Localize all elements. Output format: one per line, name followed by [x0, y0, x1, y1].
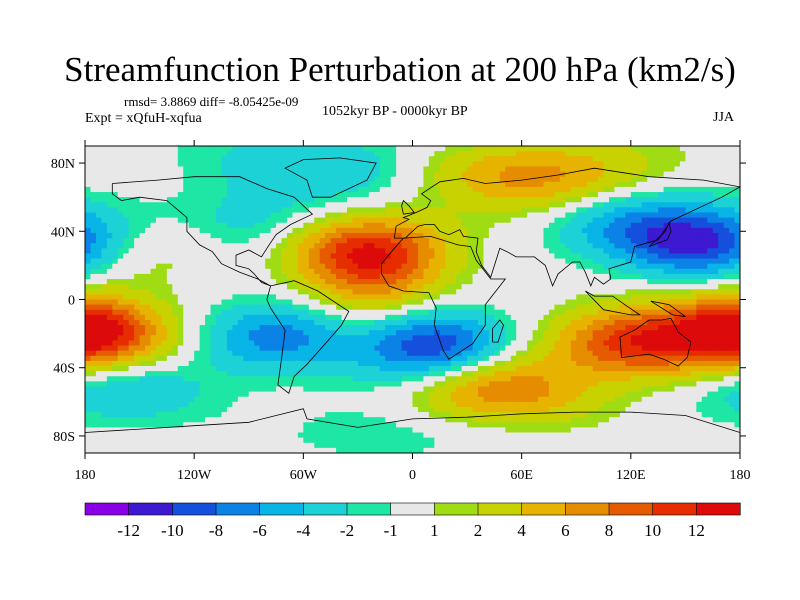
colorbar-swatch [390, 502, 435, 516]
coastline-north-america [111, 176, 314, 287]
colorbar-label: 1 [430, 521, 439, 540]
colorbar-label: 2 [474, 521, 483, 540]
x-tick-label: 0 [409, 468, 416, 483]
colorbar-swatch [477, 502, 523, 516]
colorbar-label: -6 [253, 521, 267, 540]
coastline-greenland [284, 157, 377, 198]
coastline-madagascar [492, 319, 504, 343]
y-tick-label: 80S [53, 430, 75, 445]
period-label: 1052kyr BP - 0000kyr BP [322, 104, 468, 119]
x-tick-label: 180 [730, 468, 751, 483]
y-axis: 80N 40N 0 40S 80S [51, 157, 746, 445]
colorbar-label: -12 [117, 521, 140, 540]
coastline-eurasia [393, 167, 740, 287]
colorbar-swatch [172, 502, 217, 516]
colorbar: -12 -10 -8 -6 -4 -2 -1 1 2 4 6 8 10 12 [84, 502, 741, 540]
x-axis: 180 120W 60W 0 60E 120E 180 [75, 140, 751, 483]
colorbar-swatch [346, 502, 392, 516]
y-tick-label: 40N [51, 225, 75, 240]
colorbar-label: 10 [644, 521, 661, 540]
colorbar-label: 6 [561, 521, 570, 540]
colorbar-label: -2 [340, 521, 354, 540]
x-tick-label: 120E [616, 468, 646, 483]
y-tick-label: 40S [53, 362, 75, 377]
chart-title: Streamfunction Perturbation at 200 hPa (… [64, 50, 736, 89]
colorbar-swatch [84, 502, 130, 516]
coastlines [85, 157, 740, 433]
colorbar-label: -10 [161, 521, 184, 540]
coastline-new-guinea [650, 300, 686, 317]
y-tick-label: 0 [68, 294, 75, 309]
experiment-label: Expt = xQfuH-xqfua [85, 111, 202, 126]
coastline-indonesia [585, 290, 642, 316]
colorbar-label: -4 [296, 521, 311, 540]
coastline-africa [381, 235, 507, 360]
colorbar-label: 12 [688, 521, 705, 540]
coastline-antarctica [85, 408, 740, 433]
colorbar-swatch [608, 502, 654, 516]
colorbar-swatch [259, 502, 304, 516]
colorbar-swatch [303, 502, 348, 516]
colorbar-swatch [434, 502, 479, 516]
colorbar-swatch [696, 502, 741, 516]
coastline-japan [648, 221, 672, 247]
colorbar-label: 4 [517, 521, 526, 540]
x-tick-label: 120W [177, 468, 212, 483]
contour-field [85, 146, 740, 453]
colorbar-label: -8 [209, 521, 223, 540]
colorbar-swatch [215, 502, 261, 516]
colorbar-swatch [652, 502, 697, 516]
y-tick-label: 80N [51, 157, 75, 172]
coastline-australia [619, 317, 692, 367]
stats-line: rmsd= 3.8869 diff= -8.05425e-09 [124, 94, 299, 109]
colorbar-swatch [565, 502, 610, 516]
colorbar-label: -1 [384, 521, 398, 540]
colorbar-label: 8 [605, 521, 614, 540]
season-label: JJA [713, 110, 735, 125]
coastline-south-america [266, 280, 350, 394]
x-tick-label: 60E [510, 468, 533, 483]
x-tick-label: 180 [75, 468, 96, 483]
x-tick-label: 60W [290, 468, 318, 483]
coastline-britain [401, 199, 416, 215]
colorbar-swatch [521, 502, 566, 516]
colorbar-swatch [128, 502, 173, 516]
